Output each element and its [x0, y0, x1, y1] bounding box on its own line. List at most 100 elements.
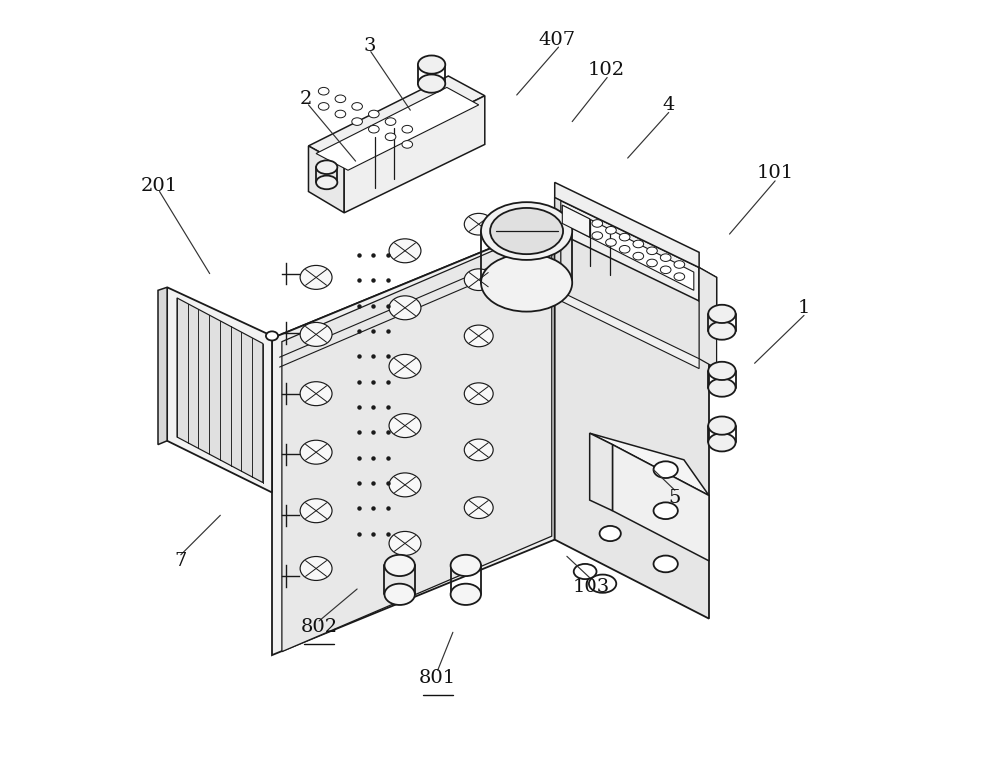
Ellipse shape	[300, 265, 332, 290]
Ellipse shape	[674, 261, 685, 268]
Ellipse shape	[633, 252, 644, 260]
Ellipse shape	[647, 247, 657, 255]
Ellipse shape	[318, 103, 329, 110]
Ellipse shape	[384, 584, 415, 605]
Ellipse shape	[654, 556, 678, 572]
Ellipse shape	[464, 497, 493, 518]
Ellipse shape	[464, 214, 493, 235]
Ellipse shape	[369, 110, 379, 118]
Text: 201: 201	[141, 177, 178, 195]
Ellipse shape	[660, 254, 671, 261]
Text: 102: 102	[588, 61, 625, 79]
Ellipse shape	[389, 473, 421, 497]
Polygon shape	[590, 433, 612, 511]
Polygon shape	[177, 298, 263, 483]
Text: 7: 7	[175, 552, 187, 570]
Ellipse shape	[418, 55, 445, 74]
Ellipse shape	[385, 133, 396, 141]
Ellipse shape	[300, 322, 332, 347]
Ellipse shape	[708, 305, 736, 323]
Ellipse shape	[574, 564, 597, 579]
Ellipse shape	[592, 232, 603, 239]
Polygon shape	[308, 76, 485, 166]
Polygon shape	[555, 198, 561, 292]
Ellipse shape	[266, 331, 278, 340]
Ellipse shape	[316, 176, 337, 189]
Ellipse shape	[592, 220, 603, 227]
Polygon shape	[555, 198, 559, 277]
Ellipse shape	[708, 378, 736, 397]
Ellipse shape	[589, 575, 616, 593]
Ellipse shape	[481, 254, 572, 312]
Ellipse shape	[300, 382, 332, 406]
Ellipse shape	[464, 439, 493, 461]
Ellipse shape	[481, 202, 572, 260]
Ellipse shape	[708, 416, 736, 435]
Ellipse shape	[606, 239, 616, 246]
Ellipse shape	[647, 259, 657, 267]
Polygon shape	[282, 226, 552, 651]
Ellipse shape	[451, 555, 481, 576]
Ellipse shape	[464, 325, 493, 347]
Ellipse shape	[352, 103, 362, 110]
Text: 103: 103	[573, 578, 610, 596]
Polygon shape	[344, 96, 485, 213]
Ellipse shape	[385, 118, 396, 125]
Text: 4: 4	[663, 96, 675, 114]
Text: 801: 801	[419, 669, 456, 687]
Polygon shape	[562, 205, 590, 237]
Ellipse shape	[369, 125, 379, 133]
Text: 802: 802	[301, 618, 338, 636]
Ellipse shape	[316, 160, 337, 174]
Ellipse shape	[708, 362, 736, 380]
Ellipse shape	[352, 118, 362, 125]
Ellipse shape	[318, 87, 329, 95]
Polygon shape	[699, 268, 717, 369]
Polygon shape	[612, 445, 709, 561]
Polygon shape	[699, 268, 717, 310]
Ellipse shape	[660, 266, 671, 274]
Polygon shape	[555, 182, 699, 268]
Ellipse shape	[389, 296, 421, 320]
Text: 5: 5	[669, 489, 681, 507]
Ellipse shape	[402, 141, 413, 148]
Ellipse shape	[300, 499, 332, 523]
Ellipse shape	[389, 531, 421, 556]
Ellipse shape	[654, 461, 678, 478]
Ellipse shape	[335, 95, 346, 103]
Ellipse shape	[389, 239, 421, 263]
Ellipse shape	[300, 440, 332, 464]
Ellipse shape	[654, 502, 678, 519]
Text: 101: 101	[757, 164, 794, 182]
Ellipse shape	[600, 526, 621, 541]
Ellipse shape	[335, 110, 346, 118]
Polygon shape	[316, 87, 479, 170]
Text: 3: 3	[363, 36, 376, 55]
Ellipse shape	[451, 584, 481, 605]
Ellipse shape	[402, 125, 413, 133]
Ellipse shape	[389, 413, 421, 438]
Ellipse shape	[606, 226, 616, 234]
Ellipse shape	[674, 273, 685, 280]
Ellipse shape	[619, 245, 630, 253]
Text: 407: 407	[538, 30, 576, 49]
Ellipse shape	[464, 383, 493, 404]
Polygon shape	[167, 287, 272, 492]
Polygon shape	[272, 222, 555, 655]
Text: 1: 1	[798, 299, 810, 317]
Ellipse shape	[384, 555, 415, 576]
Polygon shape	[555, 222, 709, 619]
Polygon shape	[308, 146, 344, 213]
Polygon shape	[555, 198, 699, 301]
Ellipse shape	[490, 208, 563, 254]
Polygon shape	[272, 222, 709, 419]
Ellipse shape	[619, 233, 630, 241]
Polygon shape	[590, 433, 709, 496]
Ellipse shape	[418, 74, 445, 93]
Ellipse shape	[389, 354, 421, 378]
Ellipse shape	[633, 240, 644, 248]
Ellipse shape	[300, 556, 332, 581]
Ellipse shape	[708, 433, 736, 451]
Text: 2: 2	[300, 90, 312, 108]
Ellipse shape	[708, 321, 736, 340]
